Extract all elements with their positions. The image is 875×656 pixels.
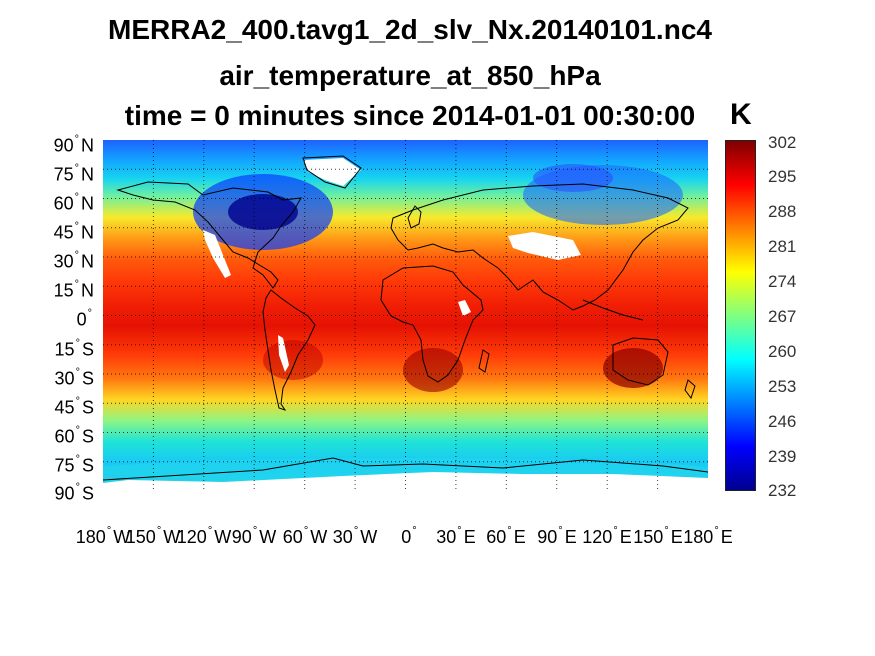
colorbar-tick-label: 267 bbox=[768, 307, 797, 326]
colorbar-tick-label: 288 bbox=[768, 202, 797, 221]
x-tick-label: 60° W bbox=[282, 525, 328, 547]
colorbar-tick-label: 260 bbox=[768, 342, 797, 361]
x-tick-label: 0° bbox=[401, 525, 417, 547]
x-tick-label: 120° W bbox=[176, 525, 232, 547]
x-tick-label: 30° W bbox=[332, 525, 378, 547]
colorbar-tick-label: 253 bbox=[768, 377, 797, 396]
colorbar-tick-label: 232 bbox=[768, 481, 797, 500]
y-tick-label: 75° S bbox=[54, 453, 94, 476]
y-tick-label: 45° S bbox=[54, 395, 94, 418]
x-tick-label: 90° E bbox=[537, 525, 577, 547]
temperature-map bbox=[103, 140, 708, 491]
y-tick-label: 60° N bbox=[53, 191, 94, 214]
x-tick-label: 180° E bbox=[683, 525, 733, 547]
title-line-3: time = 0 minutes since 2014-01-01 00:30:… bbox=[124, 100, 696, 131]
x-tick-label: 60° E bbox=[486, 525, 526, 547]
colorbar-tick-label: 281 bbox=[768, 237, 797, 256]
missing-data-areas bbox=[103, 158, 708, 491]
x-tick-label: 180° W bbox=[75, 525, 131, 547]
colorbar-unit-label: K bbox=[730, 98, 752, 131]
colorbar bbox=[725, 140, 756, 491]
map-overlay bbox=[103, 140, 708, 491]
colorbar-tick-label: 302 bbox=[768, 133, 797, 152]
x-tick-label: 120° E bbox=[582, 525, 632, 547]
y-tick-label: 90° N bbox=[53, 133, 94, 156]
y-tick-label: 30° S bbox=[54, 366, 94, 389]
colorbar-tick-label: 295 bbox=[768, 167, 797, 186]
y-tick-label: 30° N bbox=[53, 249, 94, 272]
x-tick-label: 150° W bbox=[125, 525, 181, 547]
y-tick-label: 15° S bbox=[54, 337, 94, 360]
y-tick-label: 60° S bbox=[54, 424, 94, 447]
y-tick-label: 15° N bbox=[53, 278, 94, 301]
x-tick-label: 90° W bbox=[231, 525, 277, 547]
title-line-1: MERRA2_400.tavg1_2d_slv_Nx.20140101.nc4 bbox=[108, 14, 712, 45]
y-tick-label: 0° bbox=[76, 307, 92, 330]
graticule bbox=[103, 140, 708, 491]
title-line-2: air_temperature_at_850_hPa bbox=[219, 60, 601, 91]
colorbar-tick-label: 239 bbox=[768, 447, 797, 466]
colorbar-tick-label: 274 bbox=[768, 272, 797, 291]
colorbar-tick-label: 246 bbox=[768, 412, 797, 431]
y-tick-label: 75° N bbox=[53, 162, 94, 185]
x-tick-label: 150° E bbox=[633, 525, 683, 547]
x-tick-label: 30° E bbox=[436, 525, 476, 547]
y-tick-label: 45° N bbox=[53, 220, 94, 243]
y-tick-label: 90° S bbox=[54, 481, 94, 504]
